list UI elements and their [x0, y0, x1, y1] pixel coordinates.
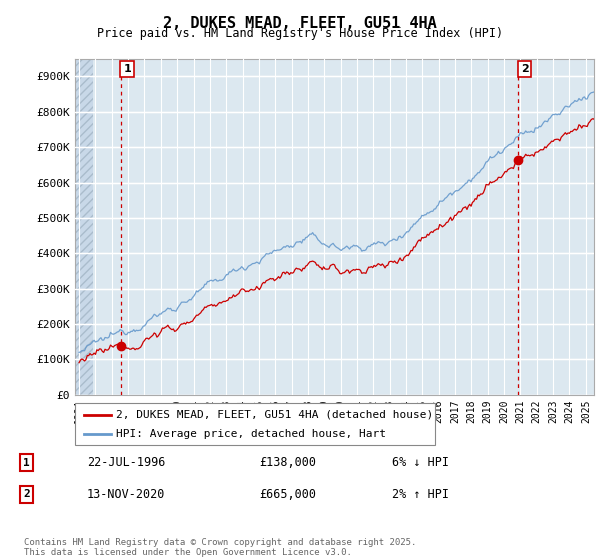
Text: 2: 2 — [521, 64, 529, 74]
Text: HPI: Average price, detached house, Hart: HPI: Average price, detached house, Hart — [116, 429, 386, 439]
Text: 2: 2 — [23, 489, 30, 500]
Text: 1: 1 — [23, 458, 30, 468]
FancyBboxPatch shape — [75, 403, 435, 445]
Text: 2, DUKES MEAD, FLEET, GU51 4HA (detached house): 2, DUKES MEAD, FLEET, GU51 4HA (detached… — [116, 409, 434, 419]
Text: Contains HM Land Registry data © Crown copyright and database right 2025.
This d: Contains HM Land Registry data © Crown c… — [24, 538, 416, 557]
Bar — [75, 59, 92, 395]
Text: 13-NOV-2020: 13-NOV-2020 — [87, 488, 165, 501]
Text: £665,000: £665,000 — [260, 488, 317, 501]
Text: £138,000: £138,000 — [260, 456, 317, 469]
Text: 2% ↑ HPI: 2% ↑ HPI — [392, 488, 449, 501]
Text: 2, DUKES MEAD, FLEET, GU51 4HA: 2, DUKES MEAD, FLEET, GU51 4HA — [163, 16, 437, 31]
Text: 22-JUL-1996: 22-JUL-1996 — [87, 456, 165, 469]
Text: 1: 1 — [123, 64, 131, 74]
Text: Price paid vs. HM Land Registry's House Price Index (HPI): Price paid vs. HM Land Registry's House … — [97, 27, 503, 40]
Text: 6% ↓ HPI: 6% ↓ HPI — [392, 456, 449, 469]
